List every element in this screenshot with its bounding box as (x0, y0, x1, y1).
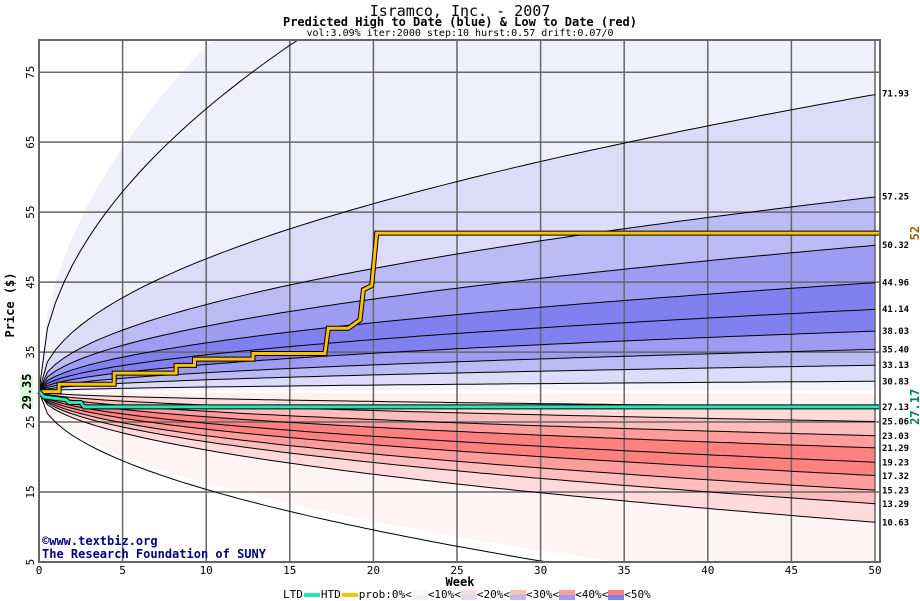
y-tick-label: 75 (24, 66, 37, 79)
start-price-label: 29.35 (20, 374, 34, 410)
quantile-curve (38, 391, 876, 491)
quantile-end-label: 33.13 (882, 361, 909, 371)
legend-swatch-20 (460, 589, 477, 600)
quantile-end-label: 27.13 (882, 403, 909, 413)
watermark-org: The Research Foundation of SUNY (42, 547, 266, 561)
htd-line (39, 231, 880, 394)
quantile-end-label: 19.23 (882, 458, 909, 468)
quantile-end-label: 10.63 (882, 519, 909, 529)
quantile-end-label: 41.14 (882, 305, 910, 315)
y-tick-label: 15 (24, 485, 37, 498)
quantile-curve (38, 364, 876, 393)
x-tick-label: 45 (785, 564, 798, 577)
quantile-end-label: 30.83 (882, 377, 909, 387)
y-tick-label: 35 (24, 345, 37, 358)
quantile-curve (38, 380, 875, 393)
quantile-curve (38, 391, 876, 463)
quantile-end-label: 17.32 (882, 472, 909, 482)
x-tick-label: 25 (450, 564, 463, 577)
ltd-line (37, 390, 880, 409)
probability-band-high (39, 309, 875, 392)
quantile-end-label: 50.32 (882, 241, 909, 251)
x-tick-label: 20 (367, 564, 380, 577)
legend-30: <30%< (525, 588, 560, 601)
y-tick-label: 45 (24, 275, 37, 288)
legend-10: <10%< (427, 588, 461, 601)
watermark-url: ©www.textbiz.org (42, 534, 158, 548)
x-tick-label: 0 (36, 564, 43, 577)
chart-subtitle: Predicted High to Date (blue) & Low to D… (282, 15, 637, 29)
y-tick-label: 5 (24, 559, 37, 566)
quantile-curve (38, 391, 876, 523)
htd-end-label: 52 (908, 226, 920, 240)
quantile-end-label: 25.06 (882, 418, 909, 428)
start-price-label-bg (20, 375, 33, 408)
legend-ltd-swatch (303, 592, 320, 597)
ltd-end-label: 27.17 (908, 389, 920, 425)
quantile-end-label: 44.96 (882, 278, 909, 288)
watermark: ©www.textbiz.org The Research Foundation… (42, 535, 266, 561)
x-tick-label: 15 (283, 564, 296, 577)
x-tick-label: 5 (119, 564, 126, 577)
quantile-curve (38, 244, 876, 392)
quantile-curve (38, 391, 876, 505)
quantile-end-label: 57.25 (882, 192, 909, 202)
y-tick-label: 65 (24, 136, 37, 149)
quantile-curve (38, 94, 876, 392)
legend-40: <40%< (575, 588, 609, 601)
plot-frame (38, 39, 881, 563)
probability-band-high (39, 197, 875, 392)
legend: LTD HTD prob:0%< <10%< <20%< <30%< <40%<… (283, 589, 651, 600)
chart-title: Isramco, Inc. - 2007 (369, 2, 551, 20)
quantile-curve (38, 308, 876, 392)
probability-band-low (39, 391, 875, 491)
quantile-end-label: 35.40 (882, 345, 909, 355)
quantile-end-label: 23.03 (882, 432, 909, 442)
quantile-curve (38, 391, 876, 422)
quantile-end-label: 13.29 (882, 500, 909, 510)
probability-band-low (39, 391, 875, 463)
quantile-end-label: 71.93 (882, 90, 909, 100)
quantile-curve (38, 391, 876, 437)
x-tick-label: 10 (200, 564, 213, 577)
quantile-curve (38, 196, 876, 392)
x-tick-label: 30 (534, 564, 547, 577)
x-axis-label: Week (445, 575, 475, 589)
quantile-curve (38, 391, 876, 476)
probability-band-high (39, 282, 875, 392)
quantile-end-label: 15.23 (882, 486, 909, 496)
legend-swatch-10 (411, 589, 428, 600)
legend-swatch-30 (509, 589, 526, 600)
legend-htd: HTD (320, 588, 341, 601)
probability-band-low (39, 391, 875, 476)
quantile-curve (38, 391, 876, 449)
y-tick-label: 25 (24, 415, 37, 428)
simulation-params: vol:3.09% iter:2000 step:10 hurst:0.57 d… (306, 28, 614, 39)
quantile-end-label: 38.03 (882, 327, 909, 337)
legend-swatch-50 (608, 589, 625, 600)
probability-band-low (39, 391, 875, 448)
probability-band-high (39, 40, 875, 392)
legend-ltd: LTD (283, 588, 303, 601)
x-tick-label: 40 (701, 564, 714, 577)
y-tick-label: 55 (24, 206, 37, 219)
legend-htd-swatch (341, 592, 358, 597)
probability-band-low (39, 391, 875, 523)
probability-band-low (39, 391, 875, 562)
y-axis-label: Price ($) (3, 272, 17, 337)
legend-20: <20%< (476, 588, 510, 601)
legend-prob: prob:0%< (358, 588, 412, 601)
quantile-curve (38, 282, 876, 392)
legend-swatch-40 (559, 589, 576, 600)
x-tick-label: 50 (868, 564, 881, 577)
legend-50: <50% (624, 588, 651, 601)
quantile-end-label: 21.29 (882, 444, 909, 454)
x-tick-label: 35 (618, 564, 631, 577)
